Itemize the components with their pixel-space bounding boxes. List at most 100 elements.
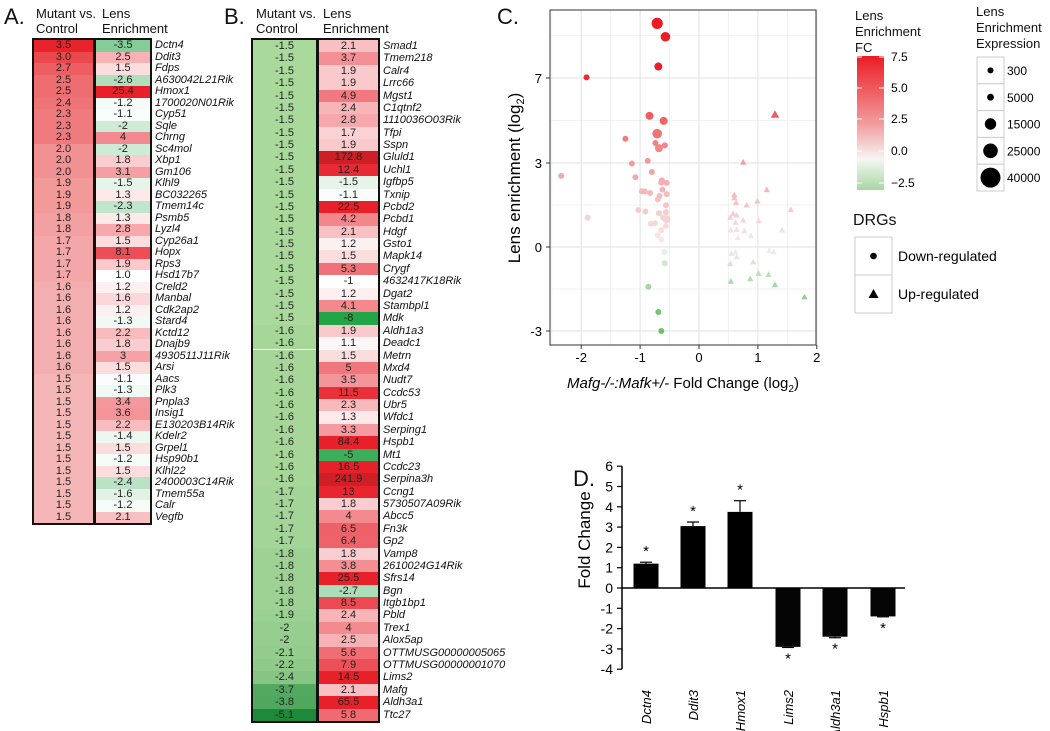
- mutant-fc-cell: 1.6: [34, 338, 93, 351]
- gene-name: Gm106: [155, 165, 192, 178]
- x-category-label: Ddit3: [686, 689, 701, 720]
- mutant-fc-cell: 1.5: [34, 511, 93, 523]
- up-regulated-point: [727, 260, 734, 267]
- mutant-fc-cell: -1.6: [253, 399, 316, 412]
- significance-star: *: [737, 482, 743, 499]
- down-regulated-point: [652, 128, 662, 139]
- gene-name: Metrn: [383, 349, 412, 362]
- bar: [680, 526, 706, 588]
- mutant-fc-cell: -1.7: [253, 498, 316, 511]
- lens-enrichment-cell: 1.8: [319, 498, 378, 511]
- gene-name: Grpel1: [155, 441, 189, 454]
- up-regulated-point: [733, 211, 740, 218]
- x-tick-label: 1: [754, 350, 761, 365]
- mutant-fc-cell: -1.7: [253, 535, 316, 548]
- panel-b-header-mutant: Mutant vs. Control: [256, 6, 316, 36]
- lens-enrichment-cell: 4.9: [319, 89, 378, 102]
- up-regulated-point: [740, 158, 747, 165]
- gene-name: Calr: [155, 499, 176, 511]
- lens-enrichment-cell: 1.7: [319, 126, 378, 140]
- y-tick-label: 6: [605, 458, 613, 474]
- gene-name: Dctn4: [155, 39, 184, 51]
- down-regulated-point: [658, 227, 665, 234]
- gene-name: Psmb5: [155, 211, 190, 224]
- mutant-vs-control-column: -1.5 -1.5 -1.5 -1.5 -1.5 -1.5 -1.5 -1.5 -1.5 -1.5…: [251, 38, 318, 723]
- lens-enrichment-cell: 1.2: [96, 281, 150, 293]
- gene-name: 5730507A09Rik: [383, 498, 462, 511]
- gene-name: Tfpi: [383, 126, 402, 139]
- gene-name: Vamp8: [383, 547, 418, 560]
- lens-enrichment-cell: -1.5: [319, 176, 378, 189]
- plot-frame: [549, 9, 817, 346]
- size-legend-label: 15000: [1007, 118, 1041, 132]
- lens-enrichment-cell: 6.5: [319, 522, 378, 536]
- gene-name: Bgn: [383, 584, 403, 597]
- legend-title-line: FC: [855, 40, 873, 55]
- lens-enrichment-cell: 1.5: [96, 361, 150, 374]
- mutant-fc-cell: -1.5: [253, 225, 316, 239]
- significance-star: *: [880, 620, 886, 637]
- down-regulated-point: [661, 142, 668, 149]
- x-axis-label-sub: 2: [788, 384, 794, 395]
- gene-name: Wfdc1: [383, 411, 415, 424]
- lens-enrichment-cell: -5: [319, 448, 378, 461]
- mutant-fc-cell: 1.8: [34, 223, 93, 236]
- header-line: Lens: [323, 6, 352, 21]
- mutant-fc-cell: -1.5: [253, 176, 316, 189]
- mutant-fc-cell: 1.7: [34, 246, 93, 259]
- lens-enrichment-cell: -8: [319, 312, 378, 325]
- shape-legend-title: DRGs: [853, 212, 897, 229]
- color-scale-label: −2.5: [891, 176, 915, 190]
- lens-enrichment-cell: 3.6: [96, 407, 150, 420]
- y-axis-label: Fold Change: [575, 491, 594, 588]
- down-regulated-point: [659, 116, 668, 125]
- down-regulated-point: [654, 62, 663, 71]
- lens-enrichment-cell: 2.1: [96, 511, 150, 523]
- gene-name: Trex1: [383, 621, 411, 634]
- legend-title-line: Lens: [976, 4, 1005, 19]
- mutant-fc-cell: 1.6: [34, 350, 93, 362]
- lens-enrichment-cell: 8.1: [96, 246, 150, 259]
- mutant-vs-control-column: 3.5 3.0 2.7 2.5 2.5 2.4 2.3 2.3 2.3 2.0 2.0 2.0 1.9 1…: [32, 38, 95, 525]
- mutant-fc-cell: 1.6: [34, 281, 93, 293]
- lens-enrichment-column: 2.1 3.7 1.9 1.9 4.9 2.4 2.8 1.7 1.9 172.8 12.4 -1.5…: [317, 38, 380, 723]
- y-tick-label: 3: [605, 519, 613, 535]
- down-regulated-point: [628, 160, 635, 167]
- shape-legend-label: Up-regulated: [898, 286, 979, 302]
- gene-name: Mafg: [383, 683, 408, 696]
- lens-enrichment-cell: 6.4: [319, 535, 378, 548]
- down-regulated-point: [558, 172, 565, 179]
- mutant-fc-cell: -1.6: [253, 460, 316, 474]
- gene-name: Creld2: [155, 280, 188, 293]
- gene-name: Igfbp5: [383, 176, 414, 189]
- lens-enrichment-cell: -1.1: [96, 108, 150, 121]
- lens-enrichment-cell: 4: [319, 510, 378, 523]
- up-regulated-point: [731, 191, 738, 198]
- up-regulated-point: [732, 219, 739, 225]
- mutant-fc-cell: -1.8: [253, 597, 316, 610]
- lens-enrichment-cell: 3: [96, 350, 150, 362]
- color-scale-label: 5.0: [891, 81, 908, 95]
- size-legend-label: 40000: [1007, 171, 1041, 185]
- down-regulated-point: [658, 236, 665, 243]
- down-regulated-point: [584, 214, 591, 221]
- lens-enrichment-cell: 3.8: [319, 559, 378, 573]
- mutant-fc-cell: -1.8: [253, 559, 316, 573]
- lens-enrichment-cell: -1.5: [96, 177, 150, 190]
- mutant-fc-cell: -1.5: [253, 40, 316, 53]
- lens-enrichment-cell: 25.4: [96, 85, 150, 98]
- lens-enrichment-cell: -1.2: [96, 499, 150, 512]
- lens-enrichment-cell: 2.4: [319, 101, 378, 115]
- gene-name: Fdps: [155, 62, 180, 74]
- mutant-fc-cell: 2.3: [34, 108, 93, 121]
- gene-name: 1110036O03Rik: [383, 114, 461, 127]
- mutant-fc-cell: 1.5: [34, 453, 93, 466]
- lens-enrichment-cell: 5.6: [319, 646, 378, 659]
- mutant-fc-cell: -1.5: [253, 188, 316, 201]
- lens-enrichment-cell: 2.1: [319, 40, 378, 53]
- gene-name: Kdelr2: [155, 430, 187, 442]
- mutant-fc-cell: -2: [253, 634, 316, 647]
- down-regulated-point: [661, 249, 668, 256]
- mutant-fc-cell: -1.5: [253, 64, 316, 78]
- x-axis-label-italic: Mafg-/-:Mafk+/-: [567, 375, 669, 392]
